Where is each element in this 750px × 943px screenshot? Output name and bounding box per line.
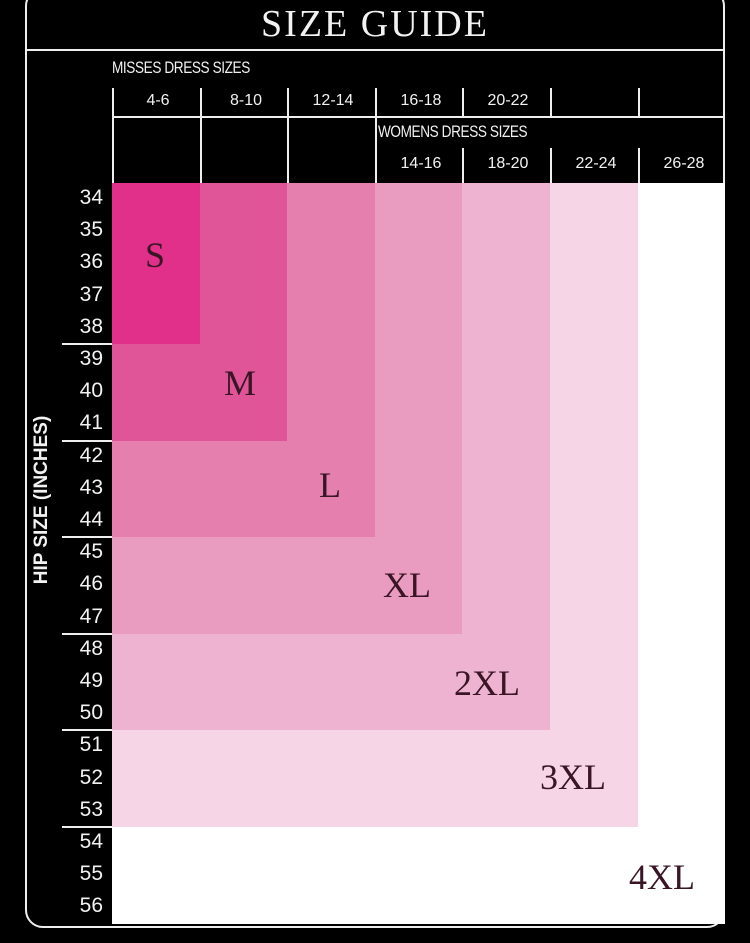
misses-size: 16-18 [400, 92, 442, 109]
hip-size: 46 [79, 572, 103, 596]
column-divider [462, 148, 464, 183]
hip-divider [62, 632, 112, 635]
size-label-xl: XL [383, 565, 431, 605]
hip-size: 34 [79, 186, 103, 209]
column-divider [462, 88, 464, 117]
column-divider [287, 88, 289, 117]
size-region-s [112, 183, 200, 344]
column-divider [550, 148, 552, 183]
hip-size: 45 [79, 540, 103, 564]
column-divider [638, 88, 640, 117]
hip-size: 42 [79, 443, 103, 467]
column-divider [638, 148, 640, 183]
hip-size: 40 [79, 379, 103, 403]
hip-size: 53 [79, 797, 103, 821]
hip-size: 41 [79, 411, 103, 435]
header-divider [112, 116, 725, 118]
hip-size: 39 [79, 347, 103, 370]
column-divider [375, 88, 377, 117]
size-label-l: L [319, 465, 341, 505]
column-divider [200, 88, 202, 117]
misses-size: 12-14 [312, 92, 354, 109]
hip-divider [62, 439, 112, 442]
hip-size: 36 [79, 250, 103, 274]
title: SIZE GUIDE [261, 3, 489, 45]
hip-size: 51 [79, 733, 103, 757]
misses-size: 4-6 [146, 92, 170, 109]
womens-size: 26-28 [663, 155, 705, 172]
hip-size: 47 [79, 604, 103, 628]
column-divider [200, 117, 202, 183]
column-divider [112, 88, 114, 117]
size-label-4xl: 4XL [629, 857, 695, 897]
womens-size: 14-16 [400, 155, 442, 172]
hip-size: 49 [79, 669, 103, 692]
hip-divider [62, 826, 112, 828]
hip-size: 55 [79, 862, 103, 886]
column-divider [112, 117, 114, 183]
size-label-2xl: 2XL [454, 663, 520, 703]
misses-size: 8-10 [229, 92, 263, 109]
misses-label: MISSES DRESS SIZES [112, 58, 250, 77]
axis-label: HIP SIZE (INCHES) [31, 415, 52, 585]
hip-size: 50 [79, 701, 103, 725]
misses-size: 20-22 [487, 92, 529, 109]
hip-divider [62, 343, 112, 345]
column-divider [550, 88, 552, 117]
hip-divider [62, 536, 112, 539]
hip-size: 38 [79, 314, 103, 338]
hip-size: 44 [79, 508, 103, 531]
womens-size: 22-24 [575, 155, 617, 172]
womens-size: 18-20 [487, 155, 529, 172]
column-divider [287, 117, 289, 183]
size-label-m: M [223, 363, 257, 403]
column-divider [375, 117, 377, 183]
hip-size: 56 [79, 894, 103, 918]
hip-size: 37 [79, 282, 103, 306]
hip-size: 52 [79, 765, 103, 789]
womens-label: WOMENS DRESS SIZES [378, 122, 528, 141]
title-divider [25, 49, 725, 51]
hip-divider [62, 729, 112, 732]
size-label-s: S [144, 235, 166, 275]
hip-size: 35 [79, 218, 103, 242]
hip-size: 43 [79, 475, 103, 499]
hip-size: 48 [79, 636, 103, 660]
size-label-3xl: 3XL [540, 757, 606, 797]
hip-size: 54 [79, 830, 103, 853]
